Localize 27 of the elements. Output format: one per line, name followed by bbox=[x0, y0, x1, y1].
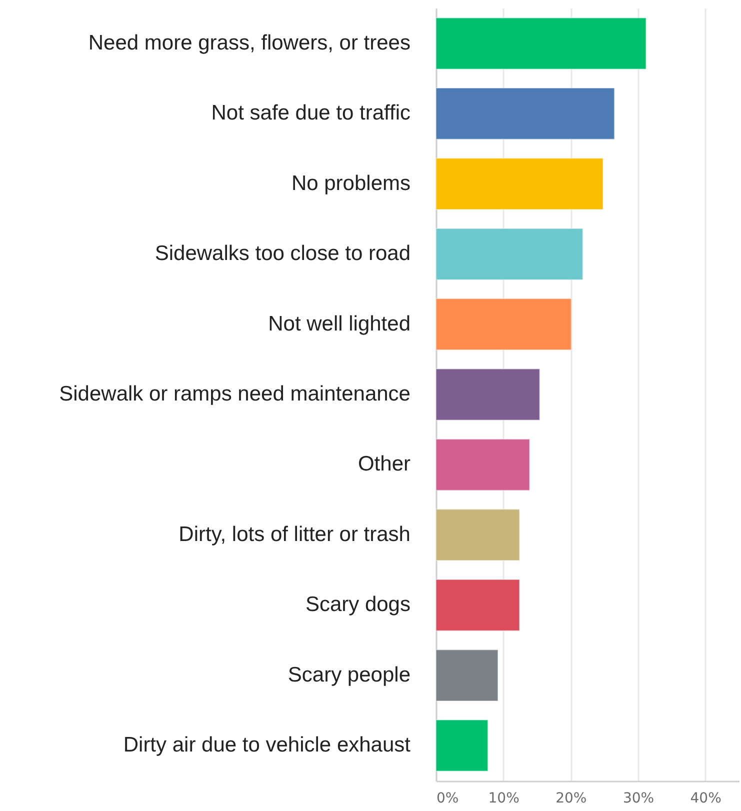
x-tick-label: 30% bbox=[622, 790, 654, 806]
y-tick-label: Other bbox=[358, 452, 410, 476]
bar bbox=[436, 298, 572, 350]
bar bbox=[436, 508, 520, 562]
y-tick-label: Sidewalk or ramps need maintenance bbox=[59, 382, 410, 406]
bar bbox=[436, 158, 604, 210]
y-tick-label: Not well lighted bbox=[268, 312, 410, 336]
y-tick-label: Dirty air due to vehicle exhaust bbox=[123, 734, 411, 757]
y-tick-label: Not safe due to traffic bbox=[211, 102, 410, 125]
bar bbox=[436, 228, 584, 280]
y-tick-label: Scary people bbox=[288, 663, 410, 686]
bar bbox=[436, 438, 530, 491]
bar bbox=[436, 368, 540, 421]
x-tick-label: 20% bbox=[556, 790, 587, 806]
bar bbox=[436, 719, 488, 772]
y-tick-label: Dirty, lots of litter or trash bbox=[178, 522, 410, 546]
y-tick-label: Scary dogs bbox=[305, 593, 410, 616]
bar bbox=[436, 88, 615, 140]
bar bbox=[436, 579, 520, 632]
y-tick-label: Need more grass, flowers, or trees bbox=[88, 31, 410, 54]
y-tick-label: Sidewalks too close to road bbox=[154, 242, 410, 266]
bar bbox=[436, 649, 498, 702]
x-tick-label: 10% bbox=[488, 790, 520, 806]
y-tick-label: No problems bbox=[291, 172, 410, 195]
bar bbox=[436, 17, 647, 70]
x-tick-label: 0% bbox=[436, 790, 459, 806]
x-tick-label: 40% bbox=[690, 790, 722, 806]
